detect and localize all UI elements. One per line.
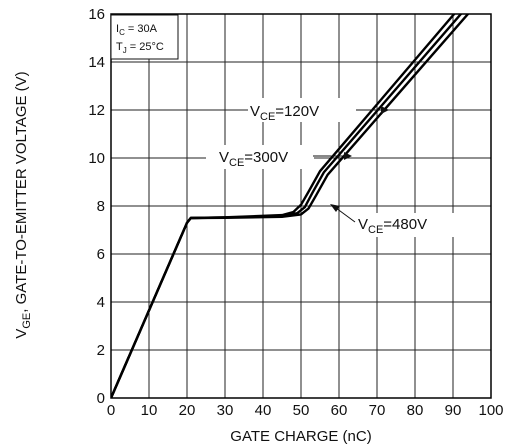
annotation-vce-480-sub: CE bbox=[368, 224, 383, 236]
x-tick-label-8: 80 bbox=[407, 402, 424, 419]
arrow-120-head bbox=[381, 106, 389, 114]
y-tick-label-7: 14 bbox=[88, 54, 105, 71]
annotation-vce-120-rest: =120V bbox=[275, 103, 319, 120]
annotation-vce-120-sub: CE bbox=[260, 111, 275, 123]
annotation-480-bg bbox=[354, 213, 460, 237]
tick-labels: 0 10 20 30 40 50 60 70 80 90 100 0 2 4 6 8 10 12 14 16 bbox=[88, 6, 503, 419]
x-tick-label-10: 100 bbox=[478, 402, 503, 419]
condition-ic: IC = 30A bbox=[116, 23, 158, 37]
y-tick-label-0: 0 bbox=[97, 390, 105, 407]
series-line-2 bbox=[111, 14, 470, 398]
plot-frame bbox=[110, 13, 492, 399]
annotation-vce-120: VCE=120V bbox=[250, 103, 319, 123]
condition-tj-rest: = 25°C bbox=[127, 41, 164, 53]
x-tick-label-0: 0 bbox=[107, 402, 115, 419]
annotation-vce-480: VCE=480V bbox=[358, 216, 427, 236]
x-tick-label-6: 60 bbox=[331, 402, 348, 419]
y-axis-label-main: V bbox=[13, 329, 30, 339]
annotation-120-bg bbox=[248, 98, 358, 122]
annotation-vce-480-main: V bbox=[358, 216, 368, 233]
y-axis-label-sub: GE bbox=[21, 313, 33, 329]
y-axis-label-rest: , GATE-TO-EMITTER VOLTAGE (V) bbox=[13, 71, 30, 312]
annotation-vce-300-sub: CE bbox=[229, 157, 244, 169]
arrow-480-line bbox=[335, 207, 356, 223]
annotation-vce-300-main: V bbox=[219, 149, 229, 166]
annotation-vce-120-main: V bbox=[250, 103, 260, 120]
x-axis-label: GATE CHARGE (nC) bbox=[230, 428, 371, 445]
y-tick-label-6: 12 bbox=[88, 102, 105, 119]
condition-ic-rest: = 30A bbox=[125, 23, 158, 35]
x-tick-label-2: 20 bbox=[179, 402, 196, 419]
y-tick-label-2: 4 bbox=[97, 294, 105, 311]
annotation-vce-480-rest: =480V bbox=[383, 216, 427, 233]
x-tick-label-3: 30 bbox=[217, 402, 234, 419]
x-tick-label-4: 40 bbox=[255, 402, 272, 419]
arrow-300-head bbox=[344, 152, 352, 160]
x-tick-label-1: 10 bbox=[141, 402, 158, 419]
y-tick-label-3: 6 bbox=[97, 246, 105, 263]
annotation-300-bg bbox=[206, 145, 314, 169]
x-tick-label-7: 70 bbox=[369, 402, 386, 419]
arrow-480-head bbox=[330, 204, 340, 212]
y-tick-label-4: 8 bbox=[97, 198, 105, 215]
y-axis-label: VGE, GATE-TO-EMITTER VOLTAGE (V) bbox=[13, 71, 33, 338]
conditions-box-frame bbox=[110, 14, 179, 60]
x-tick-label-5: 50 bbox=[293, 402, 310, 419]
condition-ic-sub: C bbox=[119, 28, 125, 37]
plot-border bbox=[110, 13, 492, 399]
series-group bbox=[111, 14, 470, 398]
conditions-box: IC = 30A TJ = 25°C bbox=[110, 14, 179, 60]
y-tick-label-5: 10 bbox=[88, 150, 105, 167]
condition-tj: TJ = 25°C bbox=[116, 41, 164, 55]
condition-ic-main: I bbox=[116, 23, 119, 35]
condition-tj-sub: J bbox=[123, 46, 127, 55]
y-tick-label-1: 2 bbox=[97, 342, 105, 359]
series-annotations: VCE=120V VCE=300V VCE=480V bbox=[206, 98, 460, 237]
x-tick-label-9: 90 bbox=[445, 402, 462, 419]
y-tick-label-8: 16 bbox=[88, 6, 105, 23]
condition-tj-main: T bbox=[116, 41, 123, 53]
annotation-vce-300-rest: =300V bbox=[244, 149, 288, 166]
annotation-vce-300: VCE=300V bbox=[219, 149, 288, 169]
series-layer bbox=[111, 14, 470, 398]
